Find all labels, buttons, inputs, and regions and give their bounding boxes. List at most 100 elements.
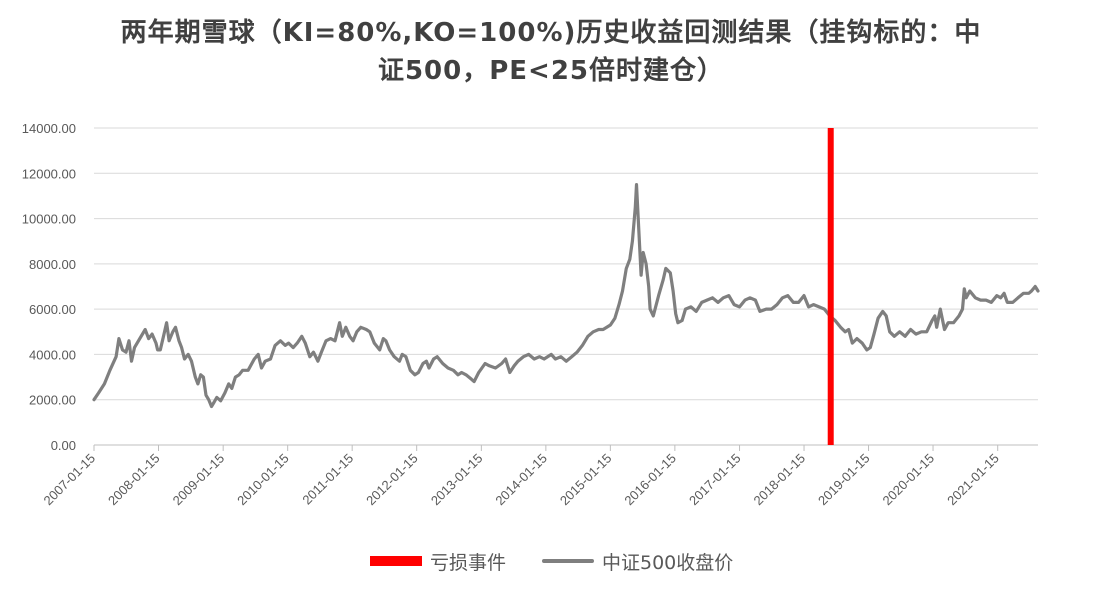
x-tick-label: 2015-01-15 (557, 451, 615, 509)
x-axis: 2007-01-15 2008-01-15 2009-01-15 2010-01-15… (40, 444, 1038, 509)
data-point (452, 369, 454, 371)
data-point (598, 329, 600, 330)
data-point (662, 279, 664, 281)
data-point (889, 331, 891, 333)
y-tick-label: 14000.00 (22, 121, 76, 136)
data-point (1006, 301, 1008, 303)
data-point (461, 372, 463, 373)
data-point (205, 394, 207, 396)
data-point (792, 301, 794, 303)
y-tick-label: 12000.00 (22, 166, 76, 181)
data-point (334, 340, 336, 342)
data-point (304, 342, 306, 344)
data-point (109, 369, 111, 371)
data-point (776, 304, 778, 306)
data-point (885, 315, 887, 317)
data-point (488, 365, 490, 367)
data-point (261, 367, 262, 369)
legend-label-loss: 亏损事件 (430, 551, 507, 574)
data-point (317, 360, 319, 362)
data-point (1031, 290, 1032, 292)
data-point (436, 356, 438, 358)
data-point (181, 347, 183, 349)
data-point (947, 322, 949, 324)
data-point (115, 356, 117, 358)
data-point (690, 306, 692, 308)
data-point (191, 360, 192, 362)
data-point (528, 353, 530, 355)
data-point (910, 329, 912, 330)
data-point (155, 342, 157, 344)
data-point (292, 347, 294, 349)
data-point (234, 376, 236, 378)
data-point (118, 338, 120, 340)
series-layer (92, 128, 1040, 445)
loss-event-bar (827, 128, 834, 445)
data-point (581, 344, 583, 346)
data-point (728, 295, 730, 297)
data-point (587, 335, 589, 337)
data-point (813, 304, 815, 306)
data-point (629, 258, 631, 260)
chart-title-line-1: 两年期雪球（KI=80%,KO=100%)历史收益回测结果（挂钩标的：中 (120, 18, 982, 48)
data-point (197, 383, 199, 385)
data-point (934, 315, 936, 317)
data-point (722, 297, 724, 299)
data-point (187, 353, 189, 355)
data-point (478, 372, 480, 373)
data-point (264, 360, 266, 362)
data-point (625, 267, 627, 269)
data-point (1017, 297, 1019, 299)
data-point (279, 340, 281, 342)
data-point (717, 301, 719, 303)
x-tick-label: 2021-01-15 (944, 451, 1002, 509)
data-point (325, 340, 327, 342)
data-point (803, 295, 805, 297)
data-point (848, 329, 850, 330)
data-point (565, 360, 567, 362)
data-point (869, 347, 871, 349)
y-tick-label: 10000.00 (22, 212, 76, 227)
data-point (216, 396, 218, 398)
y-axis: 0.00 2000.00 4000.00 6000.00 8000.00 10000.00… (22, 121, 76, 453)
data-point (425, 360, 427, 362)
data-point (200, 374, 202, 376)
data-point (356, 331, 358, 333)
data-point (144, 329, 146, 330)
data-point (166, 322, 168, 324)
data-point (471, 378, 472, 380)
data-point (554, 358, 556, 360)
data-point (163, 333, 165, 335)
x-tick-label: 2020-01-15 (880, 451, 938, 509)
data-point (296, 342, 298, 344)
data-point (393, 356, 395, 358)
data-point (247, 369, 249, 371)
data-point (652, 315, 654, 317)
data-point (962, 308, 963, 310)
data-point (1023, 292, 1024, 294)
data-point (675, 313, 677, 315)
data-point (184, 358, 185, 360)
legend-item-index: 中证500收盘价 (542, 548, 733, 574)
data-point (349, 335, 351, 337)
data-point (382, 338, 384, 340)
data-point (915, 333, 917, 335)
data-point (649, 308, 651, 310)
data-point (602, 329, 604, 330)
data-point (228, 383, 230, 385)
data-point (284, 344, 286, 346)
x-tick-label: 2011-01-15 (299, 451, 356, 508)
legend-swatch-loss (370, 556, 422, 566)
x-tick-label: 2013-01-15 (428, 451, 486, 509)
data-point (844, 331, 846, 333)
series-line-index (92, 183, 1040, 409)
y-tick-label: 2000.00 (29, 393, 76, 408)
data-point (712, 297, 713, 299)
x-tick-label: 2012-01-15 (363, 451, 421, 509)
data-point (695, 310, 697, 312)
x-tick-label: 2019-01-15 (815, 451, 873, 509)
data-point (457, 374, 459, 376)
data-point (447, 367, 449, 369)
data-point (1012, 301, 1014, 303)
